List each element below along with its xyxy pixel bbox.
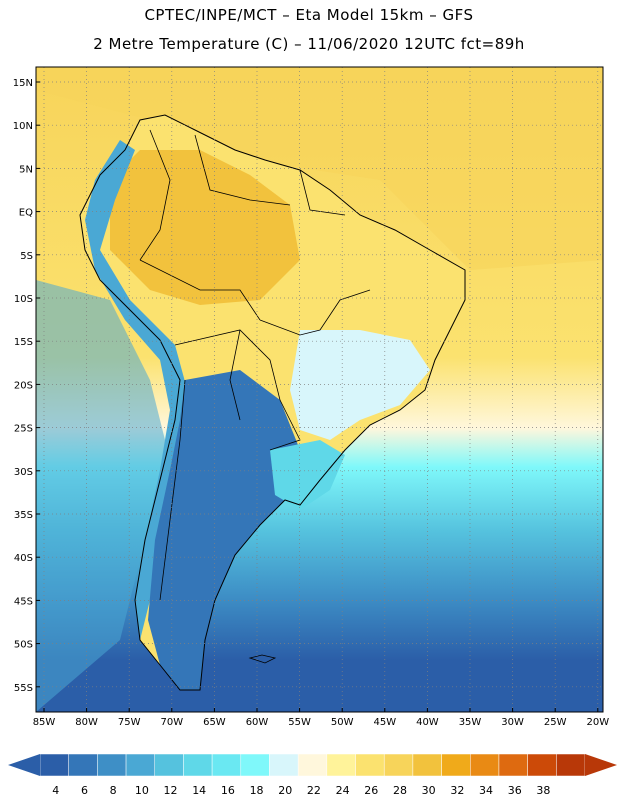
colorbar-label: 20 [278, 784, 292, 797]
colorbar-swatch [269, 753, 299, 777]
lon-tick-label: 25W [544, 717, 567, 728]
colorbar-swatch [556, 753, 586, 777]
coastline [79, 114, 466, 691]
colorbar-label: 26 [364, 784, 378, 797]
lat-tick-label: 25S [14, 424, 33, 435]
colorbar-swatch [68, 753, 98, 777]
pacific-cool-band [36, 280, 170, 712]
lon-tick-label: 65W [203, 717, 226, 728]
southeast-brazil-mild [290, 330, 430, 440]
colorbar-swatch [211, 753, 242, 777]
colorbar-label: 36 [508, 784, 522, 797]
lat-tick-label: 30S [14, 467, 33, 478]
colorbar-swatch [383, 753, 414, 777]
lat-tick-label: 5N [19, 164, 33, 175]
colorbar-swatch [326, 753, 356, 777]
colorbar: 4 6 8 10 12 14 16 18 20 22 24 26 28 30 32 34 36 38 [8, 753, 617, 797]
colorbar-label: 24 [336, 784, 350, 797]
lat-tick-label: 40S [14, 553, 33, 564]
colorbar-swatch [39, 753, 69, 777]
colorbar-swatch [240, 753, 270, 777]
lon-tick-label: 45W [373, 717, 396, 728]
lon-tick-label: 40W [416, 717, 439, 728]
colorbar-label: 38 [536, 784, 550, 797]
lat-tick-label: 15N [13, 78, 33, 89]
lon-tick-label: 55W [288, 717, 311, 728]
map-border [35, 66, 604, 713]
colorbar-label: 8 [110, 784, 117, 797]
lon-tick-label: 75W [118, 717, 141, 728]
falkland-islands [248, 654, 277, 664]
lon-tick-label: 85W [33, 717, 56, 728]
lat-tick-label: EQ [19, 208, 33, 219]
lat-tick-label: 45S [14, 596, 33, 607]
latitude-ticks: 15N 10N 5N EQ 5S 10S 15S 20S 25S 30S 35S 40S 45S 50S 5… [13, 78, 40, 694]
colorbar-label: 22 [307, 784, 321, 797]
colorbar-swatch [297, 753, 328, 777]
uruguay-cool [270, 440, 345, 510]
colorbar-label: 30 [422, 784, 436, 797]
colorbar-swatch [498, 753, 528, 777]
longitude-ticks: 85W 80W 75W 70W 65W 60W 55W 50W 45W 40W 35W 30W 25W 2… [33, 708, 609, 728]
lon-tick-label: 70W [160, 717, 183, 728]
colorbar-swatch [412, 753, 442, 777]
title-line-2: 2 Metre Temperature (C) – 11/06/2020 12U… [93, 35, 525, 53]
lat-tick-label: 10S [14, 294, 33, 305]
lon-tick-label: 80W [75, 717, 98, 728]
colorbar-swatch [183, 753, 213, 777]
andes-cool-strip [85, 140, 190, 640]
colorbar-swatch [527, 753, 557, 777]
lat-tick-label: 50S [14, 640, 33, 651]
north-atlantic-warm [36, 67, 603, 270]
amazon-warm-region [110, 150, 300, 305]
graticule [36, 67, 603, 712]
lat-tick-label: 15S [14, 337, 33, 348]
lon-tick-label: 20W [586, 717, 609, 728]
colorbar-label: 12 [164, 784, 178, 797]
colorbar-label: 14 [192, 784, 206, 797]
colorbar-high-arrow [585, 754, 617, 776]
map-area [36, 67, 603, 712]
country-borders [139, 129, 371, 601]
lat-tick-label: 55S [14, 683, 33, 694]
colorbar-label: 34 [479, 784, 493, 797]
lat-tick-label: 10N [13, 121, 33, 132]
lat-tick-label: 5S [20, 251, 33, 262]
colorbar-swatch [154, 753, 184, 777]
lat-tick-label: 35S [14, 510, 33, 521]
colorbar-low-arrow [8, 754, 40, 776]
colorbar-label: 6 [81, 784, 88, 797]
colorbar-swatch [125, 753, 155, 777]
colorbar-swatch [470, 753, 500, 777]
lon-tick-label: 35W [459, 717, 482, 728]
title-line-1: CPTEC/INPE/MCT – Eta Model 15km – GFS [144, 6, 474, 24]
colorbar-label: 10 [135, 784, 149, 797]
lon-tick-label: 50W [331, 717, 354, 728]
colorbar-swatch [355, 753, 385, 777]
lat-tick-label: 20S [14, 380, 33, 391]
lon-tick-label: 30W [501, 717, 524, 728]
colorbar-label: 4 [52, 784, 59, 797]
colorbar-label: 16 [221, 784, 235, 797]
colorbar-label: 32 [450, 784, 464, 797]
colorbar-label: 18 [250, 784, 264, 797]
southern-cone-cold [148, 370, 300, 690]
colorbar-swatch [441, 753, 471, 777]
colorbar-label: 28 [393, 784, 407, 797]
lon-tick-label: 60W [246, 717, 269, 728]
colorbar-swatch [97, 753, 127, 777]
